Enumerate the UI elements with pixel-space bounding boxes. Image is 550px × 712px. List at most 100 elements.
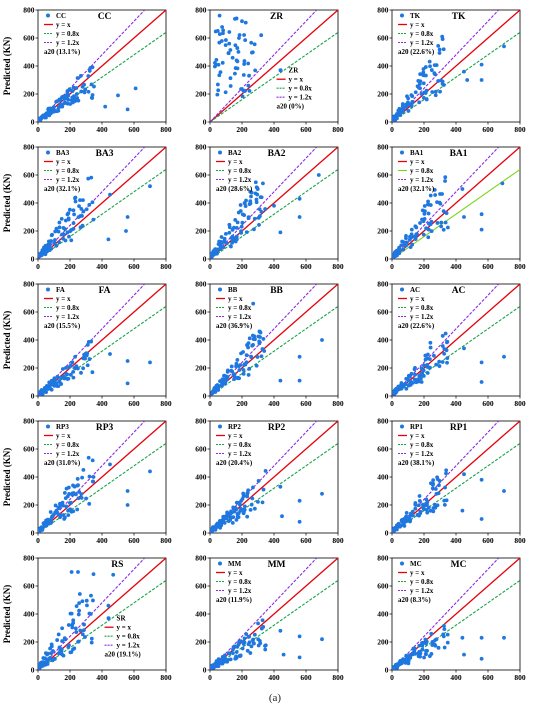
data-point — [297, 378, 302, 383]
data-point — [410, 234, 415, 239]
legend-label: a20 (20.4%) — [216, 459, 253, 467]
data-point — [424, 497, 429, 502]
data-point — [70, 622, 75, 627]
data-point — [56, 632, 61, 637]
data-point — [442, 347, 447, 351]
legend-label: y = x — [228, 158, 243, 166]
data-point — [125, 359, 130, 363]
data-point — [413, 90, 418, 95]
data-point — [441, 209, 446, 214]
y-tick-label: 0 — [385, 666, 389, 675]
data-point — [70, 89, 75, 94]
x-tick-label: 400 — [96, 673, 108, 682]
data-point — [229, 368, 234, 373]
data-point — [233, 656, 238, 661]
x-tick-label: 0 — [36, 262, 40, 271]
data-point — [263, 207, 268, 211]
data-point — [320, 491, 324, 496]
y-tick-label: 800 — [23, 417, 35, 426]
data-point — [218, 659, 223, 664]
data-point — [76, 496, 81, 501]
x-tick-label: 800 — [160, 399, 172, 408]
y-axis-label: Predicted (KN) — [2, 174, 12, 233]
data-point — [431, 478, 436, 483]
legend-label: a20 (0%) — [277, 103, 305, 111]
line-y-0.8x — [392, 305, 520, 396]
data-point — [88, 612, 93, 616]
legend-marker — [46, 424, 50, 429]
data-point — [48, 656, 52, 660]
data-point — [87, 501, 92, 506]
data-point — [235, 357, 240, 362]
data-point — [398, 113, 403, 118]
data-point — [404, 234, 408, 238]
data-point — [78, 628, 83, 633]
x-tick-label: 800 — [332, 125, 344, 134]
data-point — [87, 474, 92, 479]
data-point — [234, 226, 239, 230]
data-point — [421, 502, 425, 507]
data-point — [80, 475, 85, 480]
data-point — [80, 223, 85, 228]
y-tick-label: 400 — [195, 62, 207, 71]
legend-label: y = x — [410, 295, 425, 303]
data-point — [216, 522, 221, 527]
data-point — [237, 33, 242, 37]
data-point — [259, 354, 264, 359]
data-point — [426, 211, 431, 216]
x-tick-label: 0 — [208, 262, 212, 271]
panel-title: CC — [98, 12, 112, 22]
data-point — [413, 372, 417, 377]
y-tick-label: 400 — [23, 336, 35, 345]
data-point — [73, 199, 78, 204]
data-point — [405, 516, 409, 521]
data-point — [408, 517, 413, 522]
y-tick-label: 200 — [23, 364, 35, 373]
data-point — [242, 59, 247, 63]
data-point — [435, 221, 440, 225]
legend-marker — [46, 13, 50, 18]
data-point — [420, 643, 425, 648]
data-point — [230, 520, 235, 525]
legend-label: y = 0.8x — [410, 304, 434, 312]
data-point — [408, 245, 413, 250]
data-point — [462, 472, 466, 477]
legend-label: y = 0.8x — [410, 30, 434, 38]
data-point — [479, 380, 484, 384]
data-point — [215, 82, 220, 87]
data-point — [89, 636, 94, 641]
data-point — [407, 237, 412, 242]
data-point — [418, 221, 422, 225]
data-point — [81, 198, 85, 203]
data-point — [434, 63, 439, 68]
y-tick-label: 800 — [195, 280, 207, 289]
line-y-1.2x — [392, 421, 500, 533]
x-tick-label: 400 — [96, 262, 108, 271]
data-point — [254, 363, 259, 368]
x-tick-label: 800 — [332, 399, 344, 408]
data-point — [90, 96, 95, 100]
data-point — [251, 342, 255, 347]
data-point — [246, 635, 251, 639]
legend-label: y = 0.8x — [289, 85, 313, 93]
x-tick-label: 800 — [332, 536, 344, 545]
y-axis-label: Predicted (KN) — [2, 311, 12, 370]
y-axis-label: Predicted (KN) — [2, 37, 12, 96]
data-point — [426, 235, 431, 240]
legend-label: y = x — [228, 295, 243, 303]
data-point — [427, 202, 431, 207]
data-point — [278, 230, 283, 235]
line-y-1.2x — [38, 421, 146, 533]
line-y-0.8x — [38, 305, 166, 396]
data-point — [66, 513, 71, 518]
y-tick-label: 600 — [195, 582, 207, 591]
y-tick-label: 800 — [195, 554, 207, 563]
data-point — [442, 627, 447, 632]
data-point — [263, 647, 268, 652]
legend-label: a20 (38.1%) — [398, 459, 435, 467]
line-y-0.8x — [38, 579, 166, 670]
data-point — [220, 377, 225, 382]
